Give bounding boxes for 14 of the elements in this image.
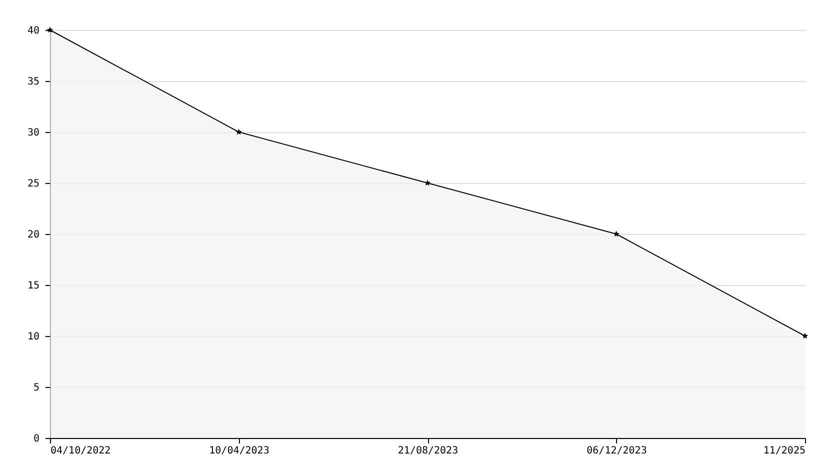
y-tick-label: 15 [27,280,40,292]
x-tick-label: 11/2025 [763,446,806,456]
y-tick-label: 0 [33,434,40,444]
y-tick-label: 35 [27,76,40,88]
x-tick-label: 10/04/2023 [209,446,270,456]
y-tick-label: 10 [27,332,40,342]
y-tick-label: 5 [33,382,40,394]
y-tick-label: 20 [27,230,40,240]
x-tick-label: 21/08/2023 [398,446,458,456]
y-tick-label: 40 [27,26,40,36]
y-tick-label: 25 [27,178,40,190]
y-tick-label: 30 [27,128,40,138]
x-tick-label: 06/12/2023 [586,446,647,456]
x-tick-label: 04/10/2022 [50,446,111,456]
